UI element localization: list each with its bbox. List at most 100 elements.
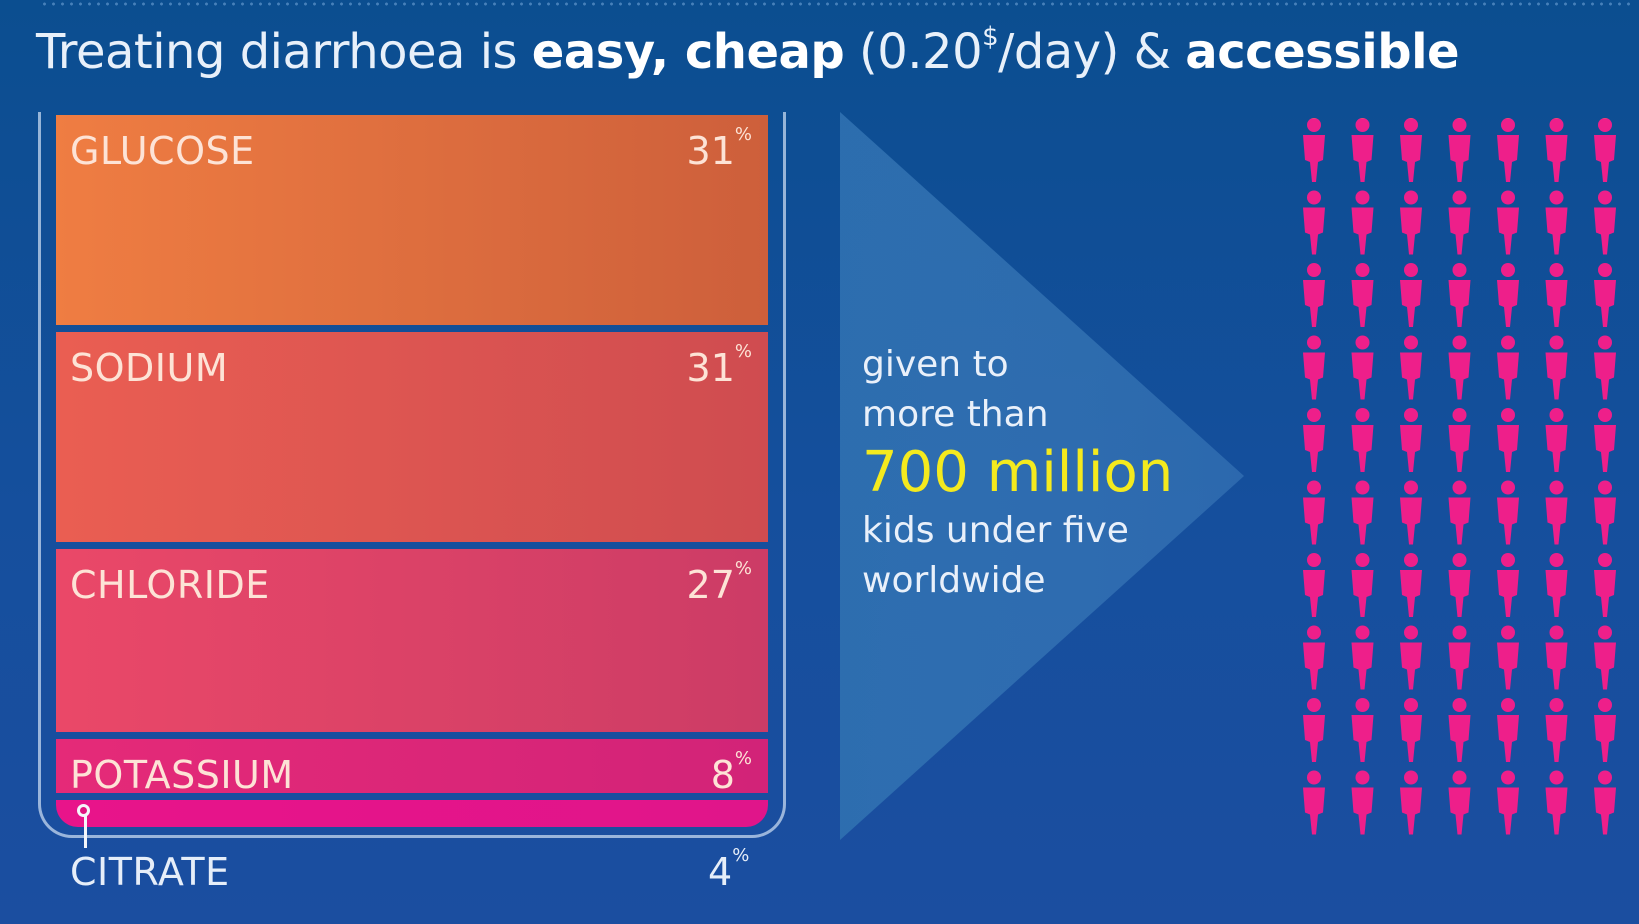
person-icon: [1497, 770, 1519, 835]
person-icon: [1400, 480, 1422, 545]
person-icon: [1497, 408, 1519, 472]
caption-line-1: given to: [862, 344, 1009, 385]
caption-line-4: worldwide: [862, 560, 1046, 601]
person-icon: [1497, 190, 1519, 255]
segment-potassium: POTASSIUM 8%: [56, 739, 768, 797]
person-icon: [1400, 118, 1422, 182]
segment-label: CHLORIDE: [70, 563, 270, 607]
segment-percent: 8%: [710, 748, 752, 797]
person-icon: [1545, 553, 1568, 617]
caption-line-3: kids under five: [862, 510, 1129, 551]
person-icon: [1351, 408, 1374, 472]
person-icon: [1497, 698, 1519, 762]
title-bold-2: accessible: [1185, 24, 1460, 80]
person-icon: [1448, 625, 1471, 690]
person-icon: [1545, 190, 1568, 255]
person-icon: [1351, 190, 1374, 255]
person-icon: [1448, 770, 1471, 835]
person-icon: [1594, 770, 1616, 835]
person-icon: [1497, 263, 1519, 327]
person-icon: [1448, 698, 1471, 762]
citrate-label: CITRATE: [70, 850, 230, 894]
person-icon: [1497, 480, 1519, 545]
person-icon: [1303, 625, 1325, 690]
caption-line-2: more than: [862, 394, 1049, 435]
segment-chloride: CHLORIDE 27%: [56, 549, 768, 732]
person-icon: [1303, 553, 1325, 617]
person-icon: [1545, 408, 1568, 472]
person-icon: [1545, 263, 1568, 327]
person-icon: [1351, 698, 1374, 762]
person-icon: [1351, 263, 1374, 327]
top-dotted-rule: [40, 2, 1633, 6]
person-icon: [1351, 625, 1374, 690]
glass-outline: [38, 112, 786, 838]
title-text-3: /day) &: [998, 24, 1186, 80]
person-icon: [1594, 625, 1616, 690]
citrate-pointer-dot: [77, 804, 90, 817]
person-icon: [1497, 118, 1519, 182]
segment-glucose: GLUCOSE 31%: [56, 115, 768, 325]
person-icon: [1448, 118, 1471, 182]
person-icon: [1594, 408, 1616, 472]
person-icon: [1351, 118, 1374, 182]
person-icon: [1497, 625, 1519, 690]
segment-citrate: [56, 800, 768, 827]
person-icon: [1351, 553, 1374, 617]
person-icon: [1303, 770, 1325, 835]
citrate-percent: 4%: [708, 845, 750, 894]
person-icon: [1545, 698, 1568, 762]
person-icon: [1448, 335, 1471, 400]
person-icon: [1594, 118, 1616, 182]
person-icon: [1448, 263, 1471, 327]
title-text-2: (0.20: [844, 24, 983, 80]
caption-highlight: 700 million: [862, 440, 1174, 505]
segment-label: GLUCOSE: [70, 129, 255, 173]
arrow-shape: [840, 112, 1244, 840]
person-icon: [1303, 263, 1325, 327]
segment-percent: 27%: [686, 558, 752, 607]
person-icon: [1400, 625, 1422, 690]
title-bold-1: easy, cheap: [531, 24, 845, 80]
person-icon: [1303, 335, 1325, 400]
people-pictogram-grid: [1303, 118, 1616, 835]
person-icon: [1351, 480, 1374, 545]
segment-percent: 31%: [686, 341, 752, 390]
person-icon: [1400, 190, 1422, 255]
person-icon: [1497, 335, 1519, 400]
person-icon: [1594, 698, 1616, 762]
citrate-pointer-line: [84, 810, 87, 848]
person-icon: [1400, 553, 1422, 617]
title-currency: $: [982, 22, 999, 52]
person-icon: [1400, 698, 1422, 762]
person-icon: [1545, 770, 1568, 835]
person-icon: [1303, 408, 1325, 472]
person-icon: [1400, 335, 1422, 400]
person-icon: [1448, 480, 1471, 545]
person-icon: [1545, 118, 1568, 182]
person-icon: [1303, 480, 1325, 545]
person-icon: [1400, 770, 1422, 835]
person-icon: [1545, 335, 1568, 400]
person-icon: [1448, 408, 1471, 472]
person-icon: [1497, 553, 1519, 617]
person-icon: [1545, 625, 1568, 690]
person-icon: [1303, 118, 1325, 182]
segment-sodium: SODIUM 31%: [56, 332, 768, 542]
page-title: Treating diarrhoea is easy, cheap (0.20$…: [36, 22, 1460, 80]
person-icon: [1303, 190, 1325, 255]
person-icon: [1594, 335, 1616, 400]
person-icon: [1545, 480, 1568, 545]
arrow-caption: given to more than 700 million kids unde…: [862, 340, 1173, 606]
person-icon: [1400, 408, 1422, 472]
segment-label: POTASSIUM: [70, 753, 294, 797]
person-icon: [1351, 770, 1374, 835]
person-icon: [1400, 263, 1422, 327]
person-icon: [1594, 263, 1616, 327]
person-icon: [1351, 335, 1374, 400]
person-icon: [1594, 553, 1616, 617]
person-icon: [1594, 480, 1616, 545]
segment-percent: 31%: [686, 124, 752, 173]
person-icon: [1303, 698, 1325, 762]
person-icon: [1448, 553, 1471, 617]
